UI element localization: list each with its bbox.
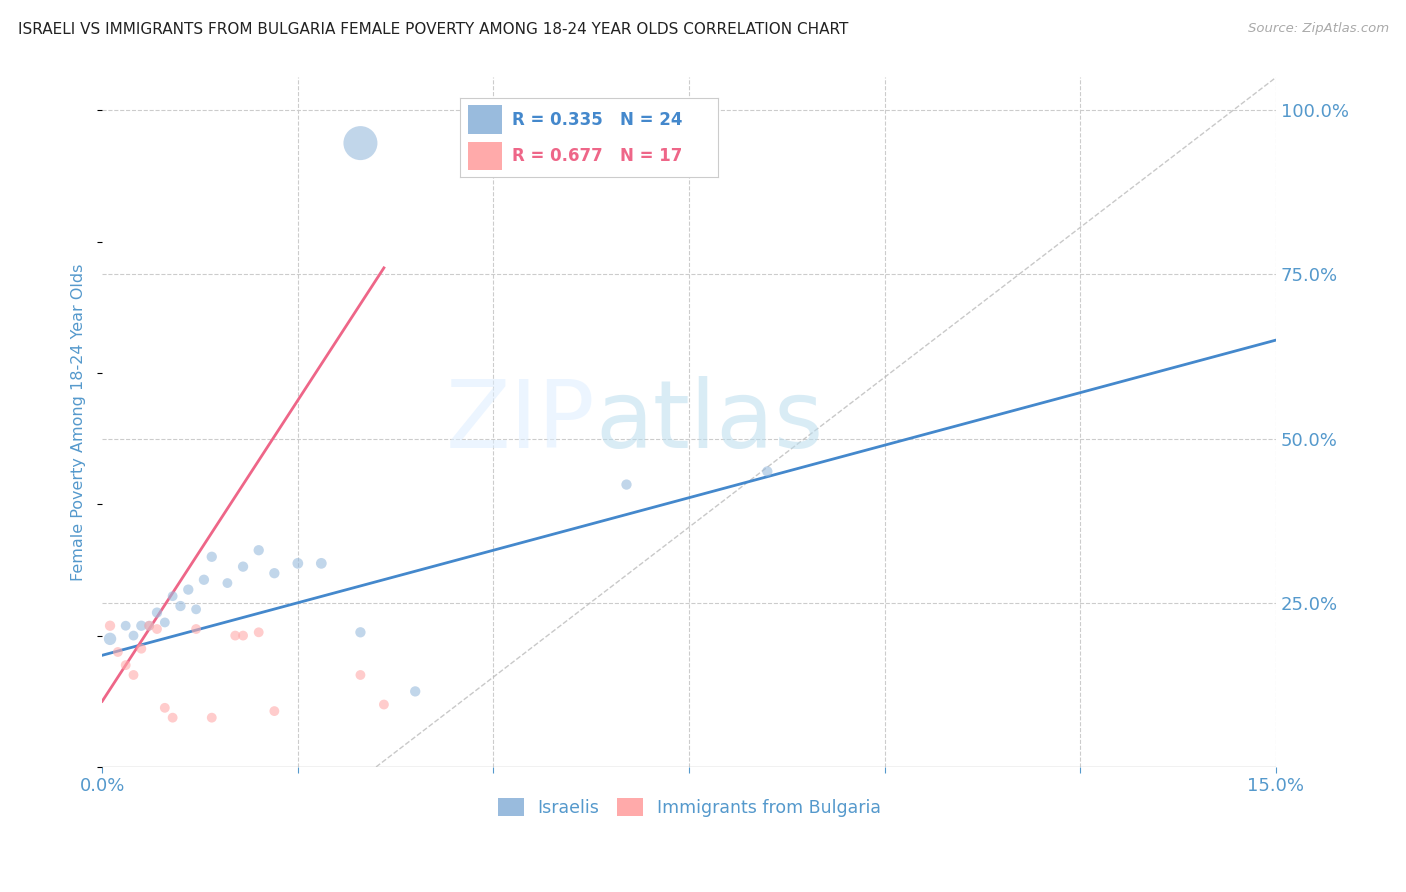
Point [616, 477, 638, 491]
Text: ISRAELI VS IMMIGRANTS FROM BULGARIA FEMALE POVERTY AMONG 18-24 YEAR OLDS CORRELA: ISRAELI VS IMMIGRANTS FROM BULGARIA FEMA… [18, 22, 849, 37]
Point [138, 618, 160, 632]
Point [263, 704, 285, 718]
Point [232, 559, 254, 574]
Point [122, 668, 145, 682]
Point [169, 599, 191, 613]
Point [153, 701, 176, 715]
Point [138, 618, 160, 632]
Point [201, 711, 224, 725]
Point [247, 543, 270, 558]
Point [247, 625, 270, 640]
Text: ZIP: ZIP [446, 376, 595, 468]
Point [131, 641, 153, 656]
Point [263, 566, 285, 581]
Point [122, 629, 145, 643]
Point [217, 576, 239, 591]
Point [232, 629, 254, 643]
Point [184, 602, 207, 616]
Text: atlas: atlas [595, 376, 824, 468]
Y-axis label: Female Poverty Among 18-24 Year Olds: Female Poverty Among 18-24 Year Olds [72, 263, 86, 581]
Point [146, 622, 169, 636]
Point [153, 615, 176, 630]
Point [349, 668, 371, 682]
Point [287, 557, 309, 571]
Point [146, 606, 169, 620]
Legend: Israelis, Immigrants from Bulgaria: Israelis, Immigrants from Bulgaria [491, 791, 887, 823]
Point [201, 549, 224, 564]
Point [311, 557, 333, 571]
Point [404, 684, 426, 698]
Point [98, 618, 121, 632]
Point [131, 618, 153, 632]
Point [184, 622, 207, 636]
Point [756, 465, 779, 479]
Point [162, 589, 184, 603]
Point [349, 625, 371, 640]
Point [193, 573, 215, 587]
Point [373, 698, 395, 712]
Point [114, 658, 136, 673]
Point [349, 136, 371, 150]
Point [107, 645, 129, 659]
Point [162, 711, 184, 725]
Text: Source: ZipAtlas.com: Source: ZipAtlas.com [1249, 22, 1389, 36]
Point [177, 582, 200, 597]
Point [224, 629, 246, 643]
Point [98, 632, 121, 646]
Point [114, 618, 136, 632]
